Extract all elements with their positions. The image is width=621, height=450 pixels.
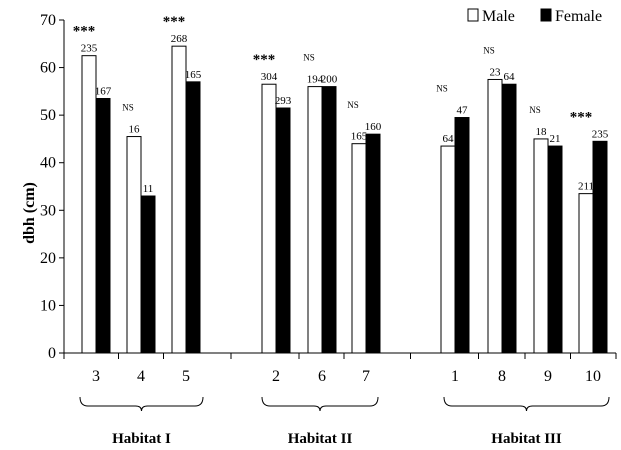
- n-label-female-10: 235: [592, 128, 609, 140]
- legend-swatch-female: [540, 8, 552, 22]
- y-tick-label: 30: [40, 202, 56, 219]
- habitat-bracket: [79, 396, 204, 412]
- n-label-male-9: 18: [536, 126, 548, 138]
- x-axis: 3 4 5 2 6 7 1 8 9 10: [63, 352, 617, 385]
- x-tick-label: 4: [137, 368, 145, 385]
- n-label-female-3: 167: [95, 85, 112, 97]
- n-label-male-4: 16: [129, 124, 141, 136]
- x-tick-label: 5: [182, 368, 190, 385]
- significance-label-7: NS: [347, 100, 359, 110]
- n-label-female-6: 200: [321, 74, 338, 86]
- significance-label-6: NS: [303, 53, 315, 63]
- bar-male-8: [487, 78, 503, 354]
- bar-male-6: [307, 86, 323, 354]
- bar-female-6: [321, 86, 337, 354]
- n-label-male-6: 194: [307, 74, 324, 86]
- bar-female-2: [275, 107, 291, 354]
- significance-label-10: ***: [570, 109, 593, 125]
- bar-female-10: [592, 140, 608, 354]
- bar-female-8: [501, 83, 517, 354]
- bar-female-3: [95, 97, 111, 354]
- bar-male-3: [81, 55, 97, 354]
- bar-male-9: [533, 138, 549, 354]
- habitat-bracket: [443, 396, 610, 412]
- habitat-label: Habitat II: [288, 431, 353, 447]
- x-tick-label: 1: [451, 368, 459, 385]
- n-label-male-5: 268: [171, 33, 188, 45]
- bar-male-10: [578, 193, 594, 354]
- n-label-male-8: 23: [490, 66, 502, 78]
- habitat-label: Habitat I: [112, 431, 171, 447]
- x-tick-label: 9: [544, 368, 552, 385]
- n-label-female-9: 21: [550, 133, 561, 145]
- bar-male-2: [261, 83, 277, 354]
- n-label-male-7: 165: [351, 131, 368, 143]
- n-label-female-1: 47: [457, 105, 469, 117]
- legend-label-female: Female: [555, 8, 602, 25]
- bar-female-1: [454, 117, 470, 354]
- bar-male-7: [351, 143, 367, 354]
- y-tick-label: 20: [40, 250, 56, 267]
- significance-label-9: NS: [529, 105, 541, 115]
- x-tick-label: 6: [318, 368, 326, 385]
- n-label-male-10: 211: [578, 181, 594, 193]
- habitat-bracket: [261, 396, 379, 412]
- n-label-male-3: 235: [81, 43, 98, 55]
- x-tick-label: 7: [362, 368, 370, 385]
- bar-female-7: [365, 133, 381, 354]
- x-tick-label: 3: [92, 368, 100, 385]
- habitat-groups: Habitat I Habitat II Habitat III: [79, 396, 610, 447]
- x-tick-label: 2: [272, 368, 280, 385]
- significance-label-5: ***: [163, 14, 186, 30]
- y-tick-label: 70: [40, 12, 56, 29]
- y-tick-label: 60: [40, 60, 56, 77]
- significance-label-4: NS: [122, 103, 134, 113]
- x-tick-label: 10: [585, 368, 601, 385]
- n-label-female-4: 11: [143, 183, 154, 195]
- y-axis: 0 10 20 30 40 50 60 70: [40, 12, 65, 362]
- y-tick-label: 10: [40, 297, 56, 314]
- n-label-female-8: 64: [504, 71, 516, 83]
- y-axis-title: dbh (cm): [21, 182, 38, 244]
- bar-male-5: [171, 45, 187, 354]
- legend-swatch-male: [467, 8, 479, 22]
- x-tick-label: 8: [498, 368, 506, 385]
- y-tick-label: 0: [48, 345, 56, 362]
- bar-female-4: [140, 195, 156, 354]
- n-label-female-7: 160: [365, 121, 382, 133]
- bar-female-5: [185, 81, 201, 354]
- significance-label-2: ***: [253, 52, 276, 68]
- significance-label-8: NS: [483, 45, 495, 55]
- significance-label-3: ***: [73, 24, 96, 40]
- habitat-label: Habitat III: [491, 431, 562, 447]
- legend: Male Female: [467, 8, 602, 25]
- bar-female-9: [547, 145, 563, 354]
- y-tick-label: 50: [40, 107, 56, 124]
- n-label-male-2: 304: [261, 71, 278, 83]
- n-label-female-5: 165: [185, 69, 202, 81]
- n-label-female-2: 293: [275, 95, 292, 107]
- y-tick-label: 40: [40, 155, 56, 172]
- legend-label-male: Male: [482, 8, 515, 25]
- significance-label-1: NS: [436, 84, 448, 94]
- bar-male-4: [126, 136, 142, 354]
- bar-male-1: [440, 145, 456, 354]
- n-label-male-1: 64: [443, 133, 455, 145]
